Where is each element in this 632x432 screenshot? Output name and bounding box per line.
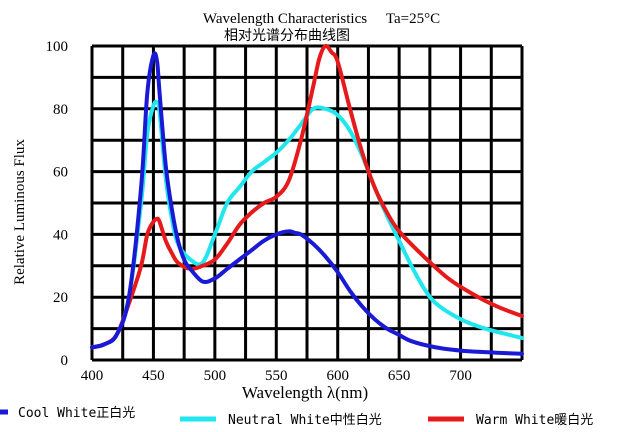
y-tick-label: 80 [53, 102, 68, 118]
y-tick-labels: 0 20 40 60 80 100 [46, 39, 69, 369]
legend-label: Cool White正白光 [18, 405, 135, 421]
legend: Cool White正白光 Neutral White中性白光 Warm White… [0, 405, 593, 428]
x-tick-label: 600 [326, 368, 349, 384]
chart-subtitle: 相对光谱分布曲线图 [224, 28, 350, 44]
legend-label: Warm White暖白光 [476, 412, 593, 428]
series-line-2 [90, 43, 524, 350]
x-tick-label: 700 [449, 368, 472, 384]
y-tick-label: 40 [53, 227, 68, 243]
y-tick-label: 60 [53, 165, 68, 181]
chart-title: Wavelength Characteristics [203, 11, 367, 27]
x-tick-label: 650 [388, 368, 411, 384]
legend-label: Neutral White中性白光 [228, 412, 382, 428]
x-tick-label: 500 [204, 368, 227, 384]
series-lines [90, 43, 524, 356]
y-tick-label: 100 [46, 39, 69, 55]
chart-title-condition: Ta=25°C [386, 11, 440, 27]
x-tick-label: 400 [81, 368, 104, 384]
x-tick-labels: 400 450 500 550 600 650 700 [81, 368, 472, 384]
series-line-1 [90, 99, 524, 350]
series-line-0 [90, 51, 524, 356]
x-tick-label: 450 [142, 368, 165, 384]
x-tick-label: 550 [265, 368, 288, 384]
x-axis-label: Wavelength λ(nm) [242, 383, 368, 402]
y-tick-label: 20 [53, 290, 68, 306]
y-axis-label: Relative Luminous Flux [12, 139, 28, 285]
y-tick-label: 0 [61, 353, 69, 369]
grid [90, 44, 524, 362]
